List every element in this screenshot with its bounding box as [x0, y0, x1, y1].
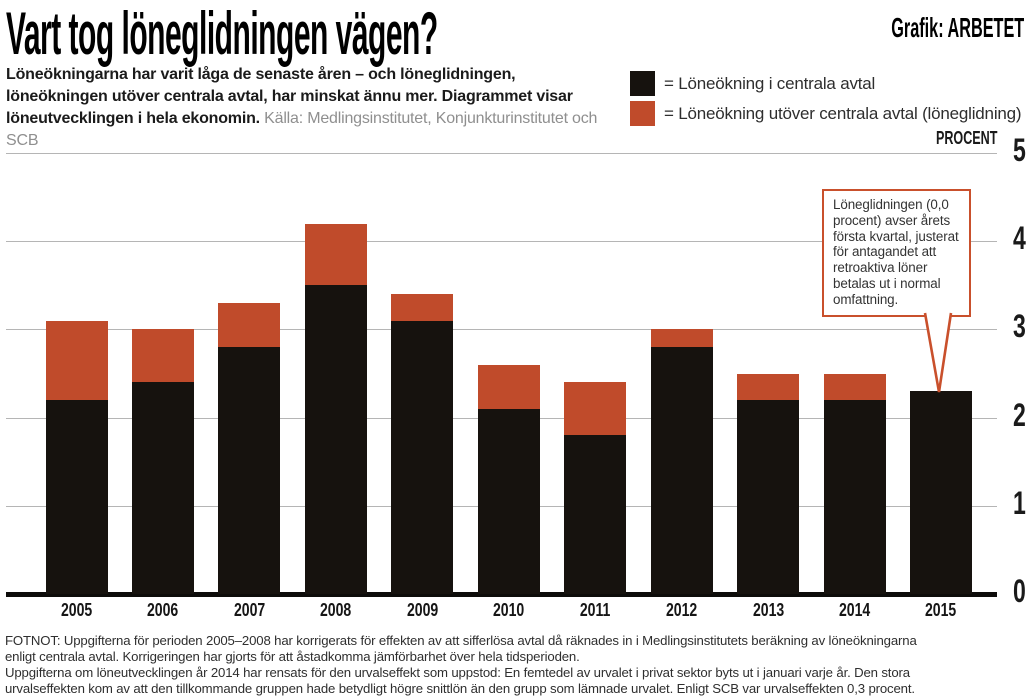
- y-axis-tick-1: 1: [1000, 487, 1026, 519]
- year-text: 2011: [579, 599, 611, 620]
- y-axis-tick-label: 2: [1013, 396, 1026, 433]
- footnote-paragraph-1: FOTNOT: Uppgifterna för perioden 2005–20…: [5, 633, 917, 664]
- bar-2014: [823, 373, 886, 594]
- year-text: 2014: [838, 599, 871, 620]
- y-axis-tick-5: 5: [1000, 134, 1026, 166]
- x-axis-label-2014: 2014: [824, 599, 886, 620]
- graphic-credit: Grafik: ARBETET: [891, 12, 1024, 43]
- bar-segment-central-2013: [737, 400, 800, 594]
- annotation-text: Löneglidningen (0,0 procent) avser årets…: [833, 197, 959, 307]
- y-axis-tick-label: 4: [1013, 220, 1026, 257]
- bar-segment-drift-2013: [737, 373, 800, 400]
- year-text: 2008: [320, 599, 352, 620]
- x-axis-label-2011: 2011: [564, 599, 626, 620]
- bar-segment-central-2007: [218, 347, 281, 594]
- bar-2011: [564, 382, 627, 594]
- x-axis-label-2010: 2010: [478, 599, 540, 620]
- y-axis-tick-3: 3: [1000, 310, 1026, 342]
- y-axis-unit-label: PROCENT: [935, 127, 997, 148]
- bar-segment-drift-2014: [823, 373, 886, 400]
- bar-segment-drift-2011: [564, 382, 627, 436]
- y-axis-tick-0: 0: [1000, 575, 1026, 607]
- gridline-5: [6, 153, 997, 154]
- legend-item-0: = Löneökning i centrala avtal: [630, 71, 1021, 96]
- y-axis-tick-label: 1: [1013, 484, 1026, 521]
- y-axis-tick-label: 3: [1013, 308, 1026, 345]
- bar-segment-drift-2005: [45, 320, 108, 400]
- bar-2013: [737, 373, 800, 594]
- legend-swatch-icon: [630, 101, 655, 126]
- x-axis-label-2007: 2007: [218, 599, 280, 620]
- x-axis-label-2013: 2013: [737, 599, 799, 620]
- x-axis-label-2005: 2005: [46, 599, 108, 620]
- x-axis-label-2009: 2009: [391, 599, 453, 620]
- y-axis-tick-label: 0: [1013, 573, 1026, 609]
- y-axis-tick-2: 2: [1000, 399, 1026, 431]
- year-text: 2015: [925, 599, 957, 620]
- x-axis-baseline: [6, 592, 997, 597]
- bar-segment-central-2008: [304, 285, 367, 594]
- year-text: 2009: [406, 599, 438, 620]
- chart-legend: = Löneökning i centrala avtal = Löneöknin…: [630, 71, 1022, 131]
- y-axis-tick-4: 4: [1000, 222, 1026, 254]
- bar-segment-central-2011: [564, 435, 627, 594]
- footnote-paragraph-2: Uppgifterna om löneutvecklingen år 2014 …: [5, 665, 915, 696]
- legend-label: = Löneökning utöver centrala avtal (löne…: [664, 103, 1022, 123]
- bar-2007: [218, 302, 281, 594]
- year-text: 2006: [147, 599, 179, 620]
- annotation-callout: Löneglidningen (0,0 procent) avser årets…: [822, 189, 971, 317]
- gridline-4: [6, 241, 997, 243]
- bar-segment-central-2006: [131, 382, 194, 594]
- bar-2015: [910, 391, 972, 594]
- bar-segment-central-2010: [477, 408, 540, 594]
- legend-item-1: = Löneökning utöver centrala avtal (löne…: [630, 101, 1022, 126]
- intro-paragraph: Löneökningarna har varit låga de senaste…: [6, 64, 620, 152]
- bar-segment-drift-2010: [477, 364, 540, 409]
- year-text: 2010: [493, 599, 525, 620]
- x-axis-label-2015: 2015: [910, 599, 972, 620]
- year-text: 2007: [233, 599, 266, 620]
- bar-segment-drift-2007: [218, 302, 281, 347]
- bar-2010: [477, 364, 540, 594]
- year-text: 2005: [60, 599, 93, 620]
- footnote: FOTNOT: Uppgifterna för perioden 2005–20…: [5, 633, 1027, 697]
- bar-segment-central-2012: [650, 347, 713, 594]
- source-text: Källa: Medlingsinstitutet, Konjunkturins…: [6, 110, 598, 149]
- bar-2006: [131, 329, 194, 594]
- year-text: 2013: [752, 599, 784, 620]
- chart-area: [6, 150, 997, 600]
- bar-segment-drift-2006: [131, 329, 194, 383]
- year-text: 2012: [665, 599, 698, 620]
- bar-2005: [45, 320, 108, 594]
- bar-segment-central-2005: [45, 400, 108, 594]
- bar-segment-drift-2008: [304, 223, 367, 286]
- gridline-3: [6, 329, 997, 331]
- legend-swatch-icon: [630, 71, 655, 96]
- x-axis-label-2008: 2008: [305, 599, 367, 620]
- bar-2012: [650, 329, 713, 594]
- x-axis-label-2012: 2012: [651, 599, 713, 620]
- bar-segment-central-2015: [910, 391, 972, 594]
- bar-segment-drift-2012: [650, 329, 713, 347]
- bar-2009: [391, 294, 454, 594]
- page-title: Vart tog löneglidningen vägen?: [6, 0, 438, 67]
- bar-segment-drift-2009: [391, 294, 454, 321]
- bar-2008: [304, 223, 367, 594]
- legend-label: = Löneökning i centrala avtal: [664, 73, 876, 93]
- bar-segment-central-2014: [823, 400, 886, 594]
- x-axis-label-2006: 2006: [132, 599, 194, 620]
- y-axis-tick-label: 5: [1013, 132, 1026, 168]
- bar-segment-central-2009: [391, 320, 454, 594]
- intro-text: Löneökningarna har varit låga de senaste…: [6, 66, 573, 127]
